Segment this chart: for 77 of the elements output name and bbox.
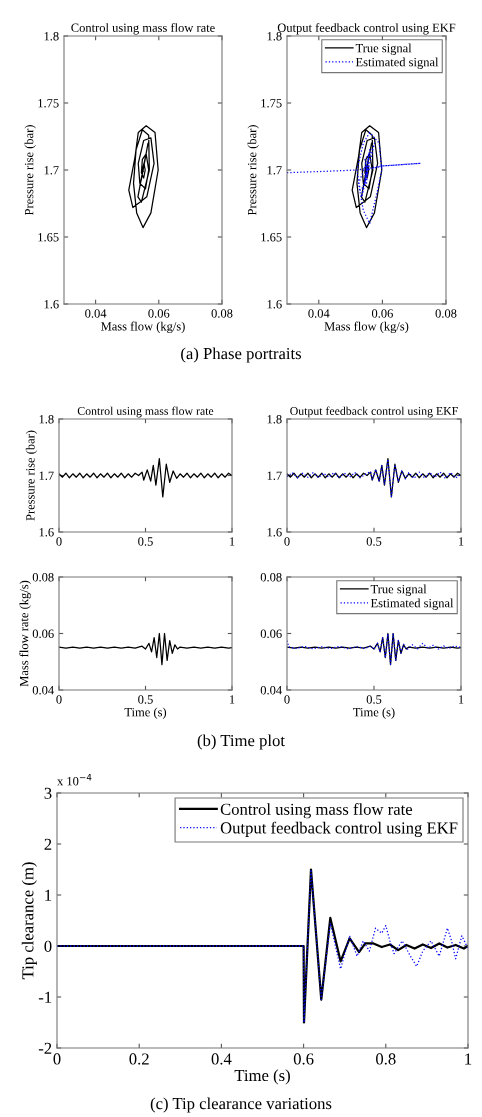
x-tick-label: 0.5 [366,695,382,704]
y-tick-label: 0.04 [32,686,54,695]
y-tick-label: 1.8 [267,415,282,424]
y-tick-label: 0.06 [32,629,54,639]
y-tick-label: 2 [44,838,52,850]
legend-label: Estimated signal [355,57,439,69]
y-tick-label: 0 [44,940,52,952]
text: (c) Tip clearance variations [150,1097,332,1113]
y-tick-label: 1.75 [261,99,282,108]
x-axis-title: Time (s) [353,707,395,719]
y-tick-label: 1.8 [44,32,59,41]
chart-title: Output feedback control using EKF [290,406,458,418]
line-series [351,125,383,229]
x-tick-label: 1 [229,695,235,704]
y-tick-label: -1 [38,991,52,1003]
line-series [59,457,232,498]
x-tick-label: 0.08 [211,309,233,318]
y-tick-label: 0.06 [260,629,282,639]
y-tick-label: 1.8 [39,415,54,424]
y-axis-title: Pressure rise (bar) [25,430,38,521]
legend-label: Output feedback control using EKF [220,821,458,837]
y-axis-title: Pressure rise (bar) [247,125,259,216]
line-series [128,125,159,229]
y-tick-label: 1.65 [261,233,282,242]
text: (b) Time plot [197,734,285,750]
x-tick-label: 0.5 [138,695,153,704]
y-axis-title: Tip clearance (m) [21,862,37,980]
y-tick-label: 1.7 [267,471,282,481]
y-tick-label: 3 [44,787,52,799]
x-tick-label: 1 [458,695,464,704]
x-tick-label: 0.04 [85,309,107,318]
y-tick-label: 1.7 [44,166,59,175]
text: x 10$^{−4}$ [57,774,92,786]
x-axis-title: Time (s) [234,1069,290,1085]
x-tick-label: 0 [284,695,290,704]
legend-label: True signal [355,43,412,55]
x-axis-title: Mass flow (kg/s) [324,321,409,334]
text: (a) Phase portraits [181,347,302,363]
y-tick-label: 1.7 [39,471,54,481]
y-tick-label: 1.7 [267,166,282,175]
line-series [59,632,232,666]
y-axis-title: Mass flow rate (kg/s) [19,580,31,687]
x-axis-title: Mass flow (kg/s) [101,321,185,334]
y-tick-label: 1.6 [44,300,59,309]
chart-title: Control using mass flow rate [71,23,215,35]
x-tick-label: 1 [465,1053,472,1065]
x-tick-label: 0.8 [376,1053,396,1065]
x-tick-label: 0.6 [293,1053,314,1065]
legend-label: True signal [370,584,427,596]
x-tick-label: 0.04 [308,309,330,318]
y-tick-label: 1.65 [38,233,59,242]
y-tick-label: 1.6 [267,528,282,537]
y-tick-label: 1.6 [39,528,54,537]
x-tick-label: 0.06 [148,309,170,318]
y-tick-label: 0.08 [32,573,54,582]
chart-title: Control using mass flow rate [77,406,214,418]
x-tick-label: 1 [458,537,464,546]
x-tick-label: 0 [284,537,290,546]
y-tick-label: 0.08 [260,573,282,582]
line-series [287,131,422,225]
legend-label: Control using mass flow rate [220,803,413,819]
x-tick-label: 0.08 [435,309,457,318]
y-tick-label: -2 [38,1042,52,1054]
y-axis-title: Pressure rise (bar) [24,125,36,216]
x-tick-label: 0.2 [129,1053,149,1065]
x-tick-label: 0.5 [138,537,153,546]
x-tick-label: 0.06 [371,309,393,318]
x-tick-label: 1 [229,537,235,546]
y-tick-label: 1 [45,889,52,901]
x-tick-label: 0.4 [211,1053,232,1065]
x-axis-title: Time (s) [124,707,167,719]
y-tick-label: 1.6 [267,300,282,309]
line-series [57,868,468,1024]
y-tick-label: 0.04 [260,686,282,695]
legend-label: Estimated signal [370,598,454,610]
x-tick-label: 0.5 [366,537,382,546]
y-tick-label: 1.75 [38,99,59,108]
